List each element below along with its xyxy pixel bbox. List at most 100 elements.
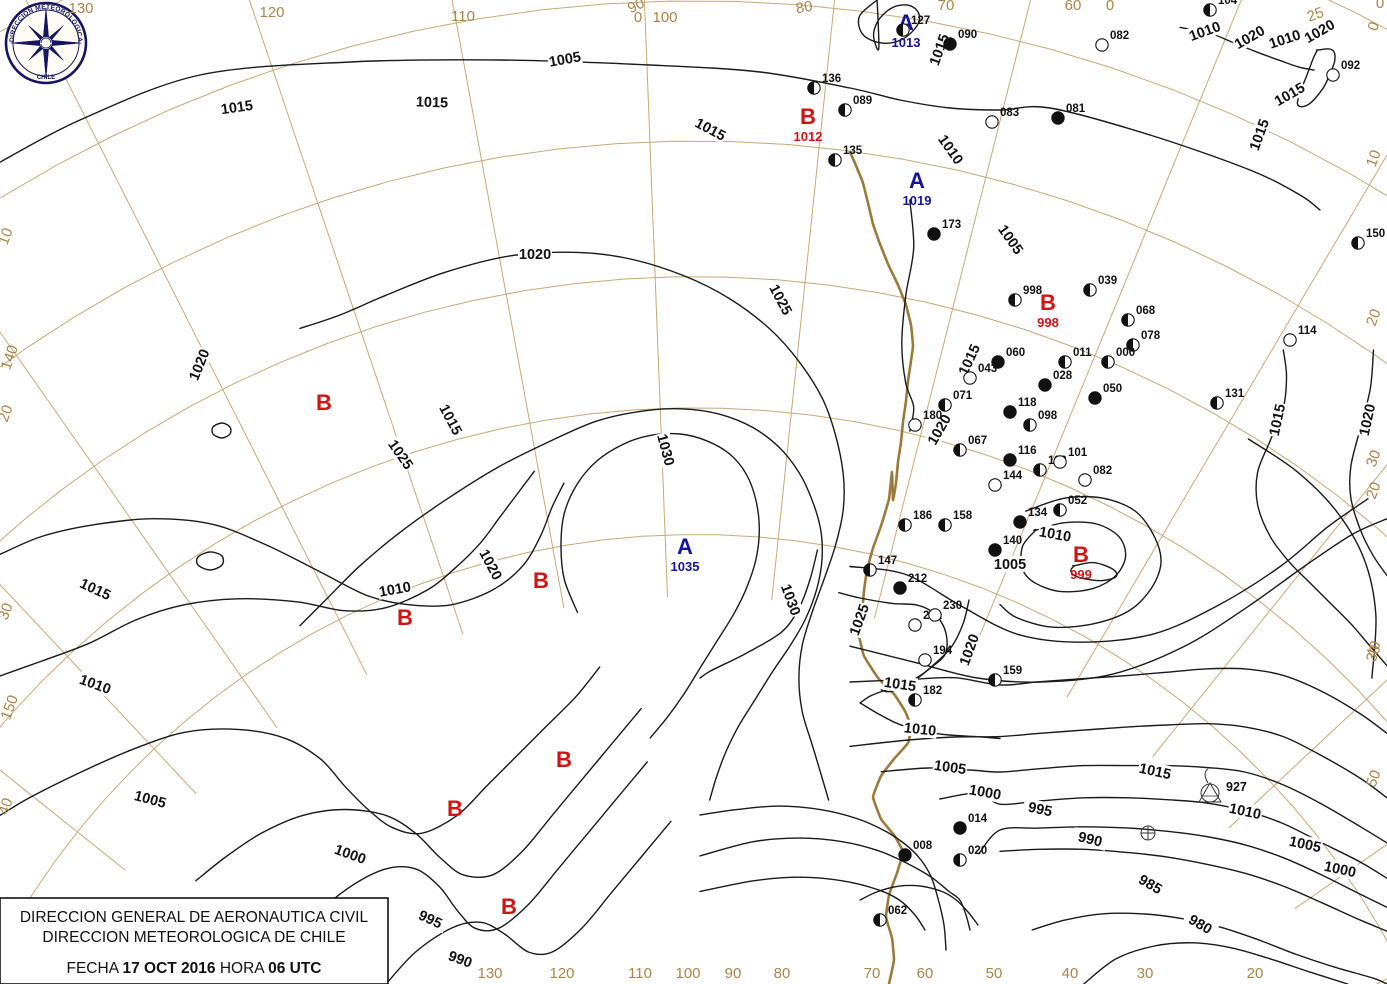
svg-text:083: 083 [1000, 107, 1019, 119]
svg-text:A: A [677, 534, 693, 559]
svg-text:1005: 1005 [1288, 834, 1323, 856]
svg-text:60: 60 [1065, 0, 1082, 14]
svg-text:20: 20 [1363, 307, 1385, 328]
svg-text:110: 110 [628, 965, 652, 982]
svg-text:092: 092 [1341, 60, 1360, 72]
svg-text:140: 140 [0, 343, 22, 372]
svg-text:1010: 1010 [1187, 19, 1223, 45]
svg-text:20: 20 [1247, 965, 1264, 982]
svg-text:50: 50 [986, 965, 1003, 982]
svg-text:130: 130 [68, 0, 93, 17]
svg-text:1005: 1005 [548, 49, 583, 70]
svg-text:995: 995 [1026, 800, 1053, 821]
svg-text:1030: 1030 [653, 432, 677, 467]
svg-text:052: 052 [1068, 495, 1087, 507]
svg-text:039: 039 [1098, 275, 1117, 287]
svg-text:134: 134 [1028, 507, 1048, 519]
svg-text:1015: 1015 [77, 576, 113, 604]
svg-text:116: 116 [1018, 445, 1037, 457]
svg-text:70: 70 [938, 0, 955, 14]
svg-text:1015: 1015 [1267, 403, 1289, 438]
svg-text:082: 082 [1110, 30, 1129, 42]
svg-text:60: 60 [917, 965, 934, 982]
svg-text:1010: 1010 [378, 579, 413, 600]
svg-text:110: 110 [451, 8, 475, 25]
svg-text:104: 104 [1218, 0, 1238, 7]
svg-text:182: 182 [923, 685, 942, 697]
svg-text:158: 158 [953, 510, 973, 522]
svg-text:098: 098 [1038, 410, 1058, 422]
svg-text:B: B [533, 568, 549, 593]
svg-text:B: B [1073, 542, 1089, 567]
svg-text:20: 20 [1363, 480, 1385, 501]
svg-text:1012: 1012 [794, 129, 823, 144]
svg-text:082: 082 [1093, 465, 1112, 477]
svg-text:1015: 1015 [416, 94, 449, 111]
svg-text:B: B [1040, 290, 1056, 315]
svg-text:1020: 1020 [187, 347, 214, 383]
svg-text:135: 135 [843, 145, 863, 157]
svg-text:B: B [556, 747, 572, 772]
svg-text:1015: 1015 [1247, 117, 1273, 153]
svg-text:194: 194 [933, 645, 953, 657]
svg-text:131: 131 [1225, 388, 1245, 400]
svg-text:089: 089 [853, 95, 872, 107]
svg-text:B: B [397, 605, 413, 630]
svg-text:1015: 1015 [692, 115, 728, 144]
svg-text:1020: 1020 [957, 632, 983, 668]
svg-text:008: 008 [913, 840, 933, 852]
svg-text:100: 100 [652, 9, 677, 26]
svg-text:40: 40 [0, 796, 17, 817]
svg-text:020: 020 [968, 845, 987, 857]
svg-text:180: 180 [923, 410, 942, 422]
svg-text:1010: 1010 [77, 672, 113, 698]
svg-text:998: 998 [1023, 285, 1043, 297]
svg-text:230: 230 [943, 600, 962, 612]
svg-text:1005: 1005 [933, 758, 967, 778]
svg-text:120: 120 [549, 965, 574, 982]
svg-text:B: B [447, 796, 463, 821]
svg-text:1000: 1000 [968, 782, 1003, 803]
svg-text:118: 118 [1018, 397, 1037, 409]
svg-text:1013: 1013 [892, 35, 921, 50]
svg-text:B: B [316, 390, 332, 415]
svg-text:30: 30 [0, 601, 17, 622]
svg-text:70: 70 [864, 965, 881, 982]
svg-text:186: 186 [913, 510, 932, 522]
svg-text:212: 212 [908, 573, 927, 585]
svg-text:1030: 1030 [777, 582, 803, 618]
svg-text:130: 130 [477, 965, 502, 982]
svg-text:1025: 1025 [847, 602, 873, 638]
svg-text:090: 090 [958, 29, 977, 41]
svg-text:1035: 1035 [671, 559, 700, 574]
svg-text:1010: 1010 [1267, 27, 1303, 52]
svg-text:150: 150 [1366, 228, 1385, 240]
svg-text:1020: 1020 [519, 247, 551, 263]
svg-text:127: 127 [911, 15, 930, 27]
svg-text:CHILE: CHILE [37, 74, 56, 81]
svg-text:000: 000 [1116, 347, 1135, 359]
svg-text:071: 071 [953, 390, 973, 402]
svg-text:1015: 1015 [1138, 761, 1173, 783]
svg-text:20: 20 [0, 403, 17, 424]
svg-text:1015: 1015 [220, 98, 254, 118]
svg-text:159: 159 [1003, 665, 1022, 677]
svg-text:0: 0 [1106, 0, 1114, 14]
svg-text:1015: 1015 [435, 402, 464, 438]
svg-text:114: 114 [1298, 325, 1317, 337]
svg-text:140: 140 [1003, 535, 1022, 547]
svg-text:144: 144 [1003, 470, 1023, 482]
svg-text:081: 081 [1066, 103, 1086, 115]
svg-text:173: 173 [942, 219, 961, 231]
svg-text:90: 90 [725, 965, 742, 982]
svg-text:1010: 1010 [903, 720, 937, 739]
svg-text:1005: 1005 [132, 788, 167, 812]
svg-text:40: 40 [1062, 965, 1079, 982]
svg-text:014: 014 [968, 813, 988, 825]
svg-text:DIRECCION METEOROLOGICA DE CHI: DIRECCION METEOROLOGICA DE CHILE [42, 929, 345, 946]
svg-text:147: 147 [878, 555, 897, 567]
svg-text:078: 078 [1141, 330, 1161, 342]
svg-text:060: 060 [1006, 347, 1025, 359]
svg-text:100: 100 [675, 965, 700, 982]
svg-text:990: 990 [1076, 829, 1103, 850]
